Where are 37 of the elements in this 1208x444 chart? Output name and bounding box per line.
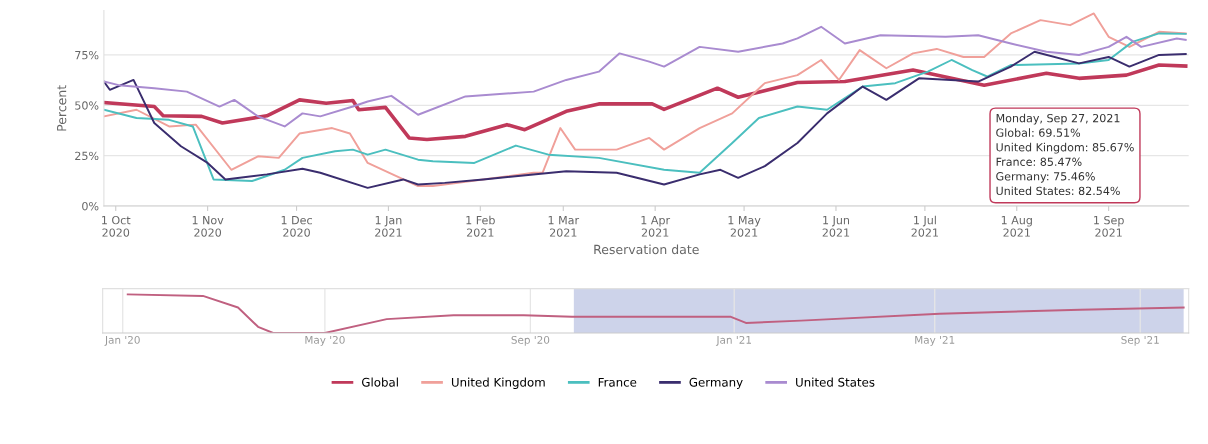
x-tick-label: 1 Jan 2021 bbox=[375, 216, 402, 237]
y-tick-label: 75% bbox=[75, 50, 99, 60]
x-tick-label: 1 Aug 2021 bbox=[1001, 216, 1032, 237]
x-tick-label: Jan '20 bbox=[104, 335, 140, 346]
x-tick-label: 1 Oct 2020 bbox=[102, 215, 131, 237]
line-series bbox=[103, 63, 1188, 142]
annotation: Global: 69.51% bbox=[996, 128, 1081, 137]
x-tick-label: May '21 bbox=[915, 335, 955, 346]
x-tick-label: 1 Jun 2021 bbox=[822, 216, 850, 237]
x-tick-label: 1 Jul 2021 bbox=[911, 215, 938, 237]
annotation: France: 85.47% bbox=[996, 157, 1082, 166]
legend-label: United Kingdom bbox=[451, 377, 545, 389]
x-axis-title: Reservation date bbox=[594, 244, 699, 255]
y-tick-label: 0% bbox=[82, 201, 99, 211]
annotation: United States: 82.54% bbox=[996, 186, 1120, 196]
y-tick-label: 25% bbox=[75, 151, 99, 161]
x-tick-label: 1 Mar 2021 bbox=[548, 216, 580, 237]
annotation: Germany: 75.46% bbox=[996, 172, 1095, 183]
x-tick-label: 1 Nov 2020 bbox=[192, 216, 224, 237]
x-tick-label: 1 Feb 2021 bbox=[466, 215, 495, 237]
annotation: Monday, Sep 27, 2021 bbox=[996, 113, 1120, 125]
legend-label: France bbox=[598, 377, 637, 387]
x-tick-label: Sep '20 bbox=[511, 335, 550, 346]
x-tick-label: 1 Sep 2021 bbox=[1094, 215, 1124, 237]
x-tick-label: 1 Apr 2021 bbox=[641, 216, 671, 237]
y-tick-label: 50% bbox=[75, 101, 99, 110]
x-tick-label: Sep '21 bbox=[1121, 335, 1159, 346]
y-axis-title: Percent bbox=[57, 85, 67, 131]
legend-label: Germany bbox=[689, 377, 743, 389]
legend-label: Global bbox=[362, 377, 398, 387]
x-tick-label: 1 May 2021 bbox=[728, 216, 761, 237]
legend-label: United States bbox=[796, 377, 875, 387]
line-series bbox=[103, 25, 1187, 128]
annotation: United Kingdom: 85.67% bbox=[996, 142, 1134, 154]
x-tick-label: Jan '21 bbox=[715, 335, 752, 346]
x-tick-label: May '20 bbox=[305, 335, 345, 346]
x-tick-label: 1 Dec 2020 bbox=[281, 216, 312, 237]
